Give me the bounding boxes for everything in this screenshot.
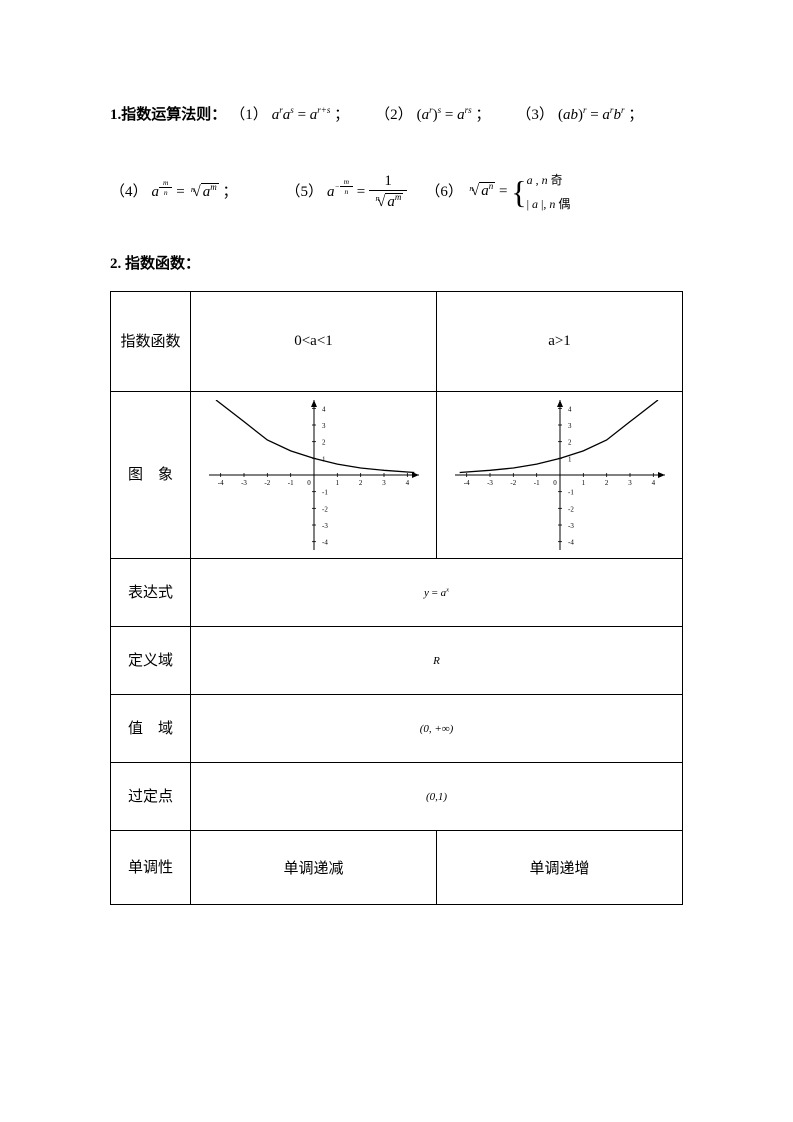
section1-title: 1.指数运算法则：	[110, 100, 226, 130]
svg-text:-2: -2	[322, 505, 328, 513]
svg-text:3: 3	[382, 479, 386, 487]
row-expression-label: 表达式	[111, 559, 191, 627]
section2-title: 2. 指数函数：	[110, 252, 683, 273]
svg-text:2: 2	[604, 479, 608, 487]
rule-4-label: （4）	[110, 177, 148, 207]
rule-6-expr: n√an = {a , n 奇| a |, n 偶	[467, 168, 571, 216]
row-monotonic-label: 单调性	[111, 831, 191, 905]
svg-text:1: 1	[335, 479, 339, 487]
rule-1-expr: aras = ar+s ；	[272, 100, 349, 130]
rule-5-label: （5）	[286, 177, 324, 207]
table-col1-label: 0<a<1	[191, 292, 437, 392]
graph-increasing: -4 -3 -2 -1 0 1 2 3 4 -4 -3 -2 -1 1 2 3 4	[455, 400, 665, 550]
svg-text:-3: -3	[568, 522, 574, 530]
row-domain-value: R	[191, 627, 683, 695]
svg-text:-4: -4	[322, 539, 328, 547]
row-domain-label: 定义域	[111, 627, 191, 695]
rule-3-label: （3）	[516, 100, 554, 130]
svg-text:0: 0	[307, 479, 311, 487]
svg-text:-4: -4	[217, 479, 223, 487]
row-fixedpoint-label: 过定点	[111, 763, 191, 831]
row-range-value: (0, +∞)	[191, 695, 683, 763]
rule-6-label: （6）	[425, 177, 463, 207]
row-range-label: 值 域	[111, 695, 191, 763]
svg-text:-2: -2	[510, 479, 516, 487]
svg-text:-4: -4	[568, 539, 574, 547]
svg-text:-1: -1	[533, 479, 539, 487]
svg-text:3: 3	[568, 422, 572, 430]
svg-text:-1: -1	[322, 489, 328, 497]
row-monotonic-col1: 单调递减	[191, 831, 437, 905]
row-monotonic-col2: 单调递增	[437, 831, 683, 905]
rule-1-label: （1）	[230, 100, 268, 130]
svg-text:-2: -2	[568, 505, 574, 513]
svg-text:-2: -2	[264, 479, 270, 487]
graph-decreasing-cell: -4 -3 -2 -1 0 1 2 3 4 -4 -3 -2 -1 1 2 3 4	[191, 392, 437, 559]
svg-text:-3: -3	[322, 522, 328, 530]
svg-text:3: 3	[628, 479, 632, 487]
svg-text:2: 2	[568, 439, 572, 447]
exp-function-table: 指数函数 0<a<1 a>1 图 象 -4 -3 -2 -1 0 1 2 3 4 -4 -3 -2 -1…	[110, 291, 683, 905]
table-header-col: 指数函数	[111, 292, 191, 392]
rules-line-2: （4） amn = n√am ； （5） a−mn = 1n√am （6） n√…	[110, 168, 683, 216]
svg-text:4: 4	[651, 479, 655, 487]
rule-5-expr: a−mn = 1n√am	[327, 172, 407, 213]
svg-text:-4: -4	[463, 479, 469, 487]
graph-decreasing: -4 -3 -2 -1 0 1 2 3 4 -4 -3 -2 -1 1 2 3 4	[209, 400, 419, 550]
rule-2-label: （2）	[375, 100, 413, 130]
row-expression-value: y = ax	[191, 559, 683, 627]
svg-text:3: 3	[322, 422, 326, 430]
svg-text:4: 4	[322, 405, 326, 413]
svg-text:-1: -1	[568, 489, 574, 497]
rules-line-1: 1.指数运算法则： （1） aras = ar+s ； （2） (ar)s = …	[110, 100, 683, 138]
svg-text:4: 4	[568, 405, 572, 413]
graph-increasing-cell: -4 -3 -2 -1 0 1 2 3 4 -4 -3 -2 -1 1 2 3 4	[437, 392, 683, 559]
svg-text:2: 2	[358, 479, 362, 487]
row-graph-label: 图 象	[111, 392, 191, 559]
rule-2-expr: (ar)s = ars ；	[417, 100, 491, 130]
svg-text:-3: -3	[487, 479, 493, 487]
svg-text:1: 1	[322, 455, 326, 463]
rule-3-expr: (ab)r = arbr ；	[558, 100, 643, 130]
svg-text:1: 1	[568, 455, 572, 463]
svg-text:0: 0	[553, 479, 557, 487]
rule-4-expr: amn = n√am ；	[152, 177, 238, 207]
row-fixedpoint-value: (0,1)	[191, 763, 683, 831]
svg-text:1: 1	[581, 479, 585, 487]
svg-text:-1: -1	[287, 479, 293, 487]
svg-text:-3: -3	[241, 479, 247, 487]
svg-text:4: 4	[405, 479, 409, 487]
table-col2-label: a>1	[437, 292, 683, 392]
svg-text:2: 2	[322, 439, 326, 447]
